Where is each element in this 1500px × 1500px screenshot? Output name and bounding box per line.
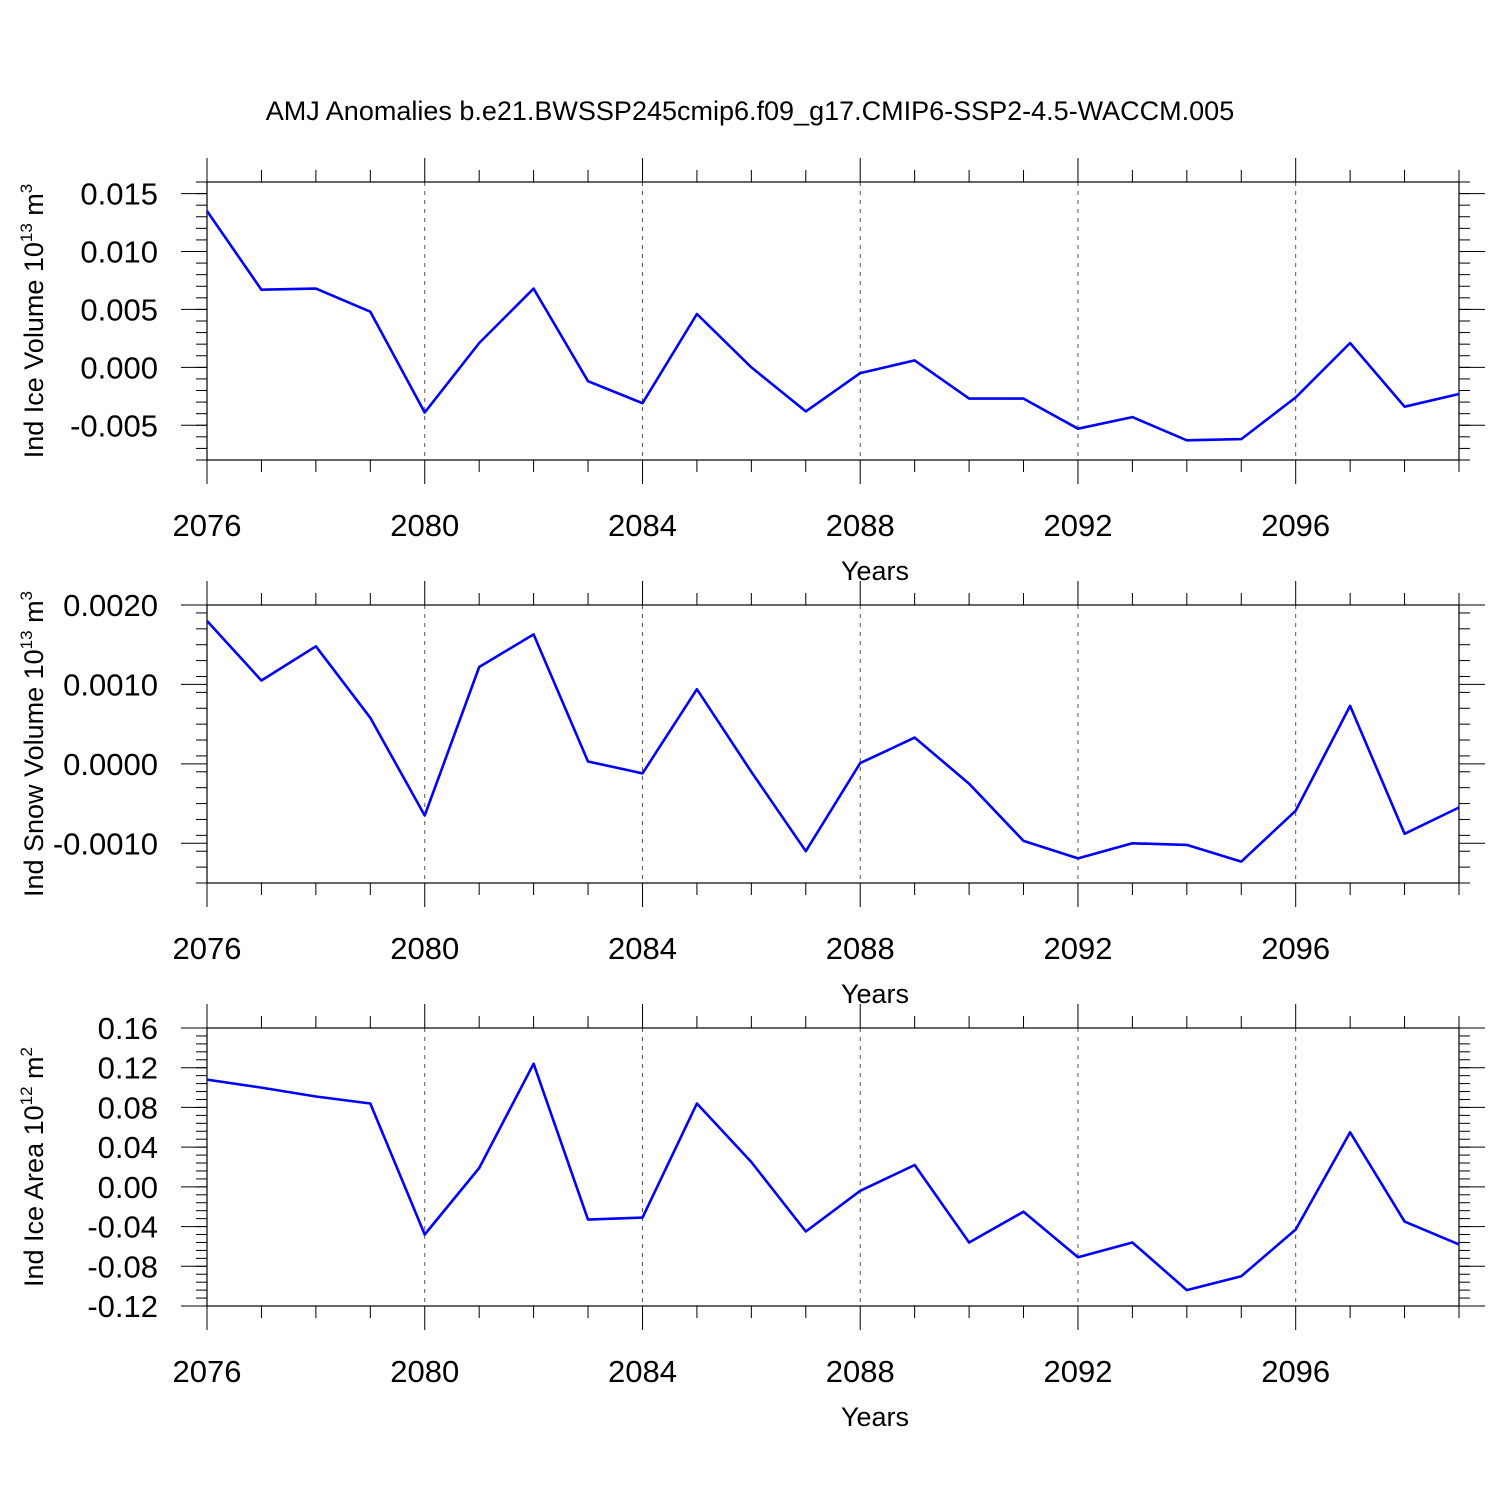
x-tick-label-2076: 2076 <box>173 931 242 966</box>
x-tick-label-2084: 2084 <box>608 508 677 543</box>
y-tick-label: -0.04 <box>87 1210 158 1245</box>
x-tick-label-2096: 2096 <box>1261 931 1330 966</box>
panel-3: -0.12 -0.08 -0.04 0.00 0.04 0.08 0.12 0.16 2076 2… <box>17 1004 1485 1432</box>
x-tick-label-2092: 2092 <box>1043 508 1112 543</box>
y-axis-label: Ind Snow Volume 1013 m3 <box>17 591 49 897</box>
chart-title: AMJ Anomalies b.e21.BWSSP245cmip6.f09_g1… <box>266 96 1234 126</box>
y-tick-label: 0.12 <box>98 1051 158 1086</box>
y-axis-label-text: Ind Snow Volume 10 <box>19 649 49 897</box>
x-tick-label-2088: 2088 <box>826 931 895 966</box>
y-tick-label: -0.0010 <box>53 826 158 861</box>
x-tick-label-2076: 2076 <box>173 508 242 543</box>
plot-frame <box>206 1027 1460 1307</box>
y-tick-label: 0.00 <box>98 1170 158 1205</box>
x-tick-label-2080: 2080 <box>390 931 459 966</box>
y-axis-label-unit: m <box>19 193 49 223</box>
y-tick-label: 0.000 <box>80 350 158 385</box>
y-axis-label-exp: 13 <box>17 223 36 242</box>
y-axis-label-exp: 13 <box>17 630 36 649</box>
y-axis-label-unit: m <box>19 1056 49 1086</box>
y-axis-label-unit-exp: 3 <box>17 591 36 600</box>
x-tick-label-2080: 2080 <box>390 508 459 543</box>
series-line-1 <box>206 1062 1460 1292</box>
y-tick-label: 0.0020 <box>63 588 158 623</box>
x-tick-label-2080: 2080 <box>390 1354 459 1389</box>
x-tick-label-2096: 2096 <box>1261 1354 1330 1389</box>
series-line-1 <box>205 210 1460 442</box>
y-axis-label-unit: m <box>19 600 49 630</box>
x-tick-label-2088: 2088 <box>826 1354 895 1389</box>
y-tick-label: -0.005 <box>70 408 158 443</box>
y-tick-label: 0.010 <box>80 235 158 270</box>
y-tick-label: 0.0000 <box>63 747 158 782</box>
y-tick-label: 0.04 <box>98 1130 158 1165</box>
x-tick-label-2092: 2092 <box>1043 1354 1112 1389</box>
y-tick-label: 0.08 <box>98 1090 158 1125</box>
plot-frame <box>206 181 1460 461</box>
y-axis-label-exp: 12 <box>17 1086 36 1105</box>
x-axis-label: Years <box>841 979 909 1009</box>
y-axis-label: Ind Ice Volume 1013 m3 <box>17 184 49 459</box>
y-tick-label: 0.16 <box>98 1011 158 1046</box>
y-axis-label: Ind Ice Area 1012 m2 <box>17 1047 49 1287</box>
y-tick-label: 0.0010 <box>63 667 158 702</box>
panel-1: -0.005 0.000 0.005 0.010 0.015 2076 2080 2084 20… <box>17 158 1485 586</box>
x-tick-label-2084: 2084 <box>608 931 677 966</box>
y-axis-label-unit-exp: 2 <box>17 1047 36 1056</box>
panel-2: -0.0010 0.0000 0.0010 0.0020 2076 2080 2084 208… <box>17 581 1485 1009</box>
y-axis-label-text: Ind Ice Volume 10 <box>19 242 49 458</box>
y-axis-label-text: Ind Ice Area 10 <box>19 1105 49 1287</box>
x-tick-label-2096: 2096 <box>1261 508 1330 543</box>
x-axis-label: Years <box>841 1402 909 1432</box>
y-axis-label-unit-exp: 3 <box>17 184 36 193</box>
y-tick-label: -0.12 <box>87 1289 158 1324</box>
x-axis-label: Years <box>841 556 909 586</box>
x-tick-label-2084: 2084 <box>608 1354 677 1389</box>
x-tick-label-2088: 2088 <box>826 508 895 543</box>
x-tick-label-2076: 2076 <box>173 1354 242 1389</box>
y-tick-label: 0.015 <box>80 177 158 212</box>
plot-frame <box>206 604 1460 884</box>
series-line-1 <box>206 620 1460 863</box>
x-tick-label-2092: 2092 <box>1043 931 1112 966</box>
y-tick-label: 0.005 <box>80 292 158 327</box>
y-tick-label: -0.08 <box>87 1249 158 1284</box>
